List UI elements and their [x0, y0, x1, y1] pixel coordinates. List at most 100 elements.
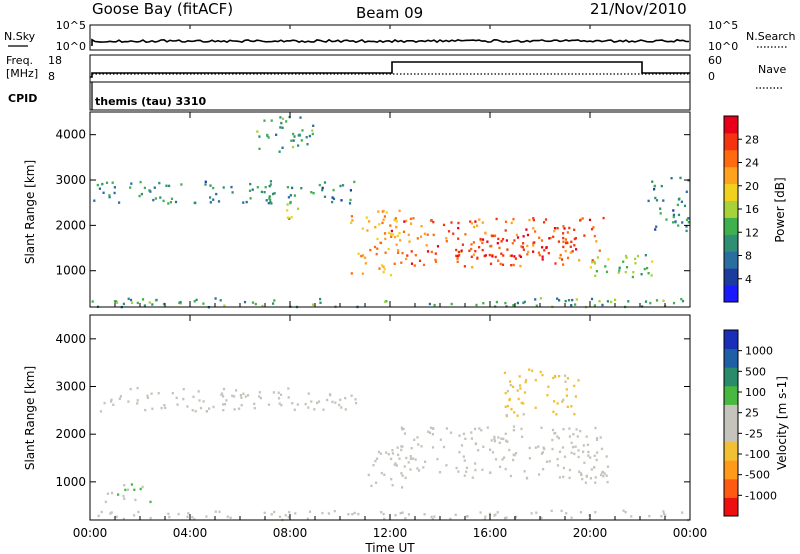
echo-cell-pow-0	[558, 299, 561, 302]
echo-cell-vel-3	[576, 435, 579, 438]
echo-cell-vel-2	[124, 488, 127, 492]
echo-cell-pow-5	[400, 261, 403, 264]
echo-cell-vel-0	[187, 512, 190, 515]
echo-cell-vel-3	[490, 439, 493, 442]
echo-cell-pow-3	[281, 117, 285, 120]
echo-cell-vel-3	[471, 476, 474, 479]
echo-cell-pow-0	[662, 299, 665, 302]
echo-cell-vel-1	[205, 410, 208, 413]
echo-cell-pow-1	[251, 188, 254, 191]
echo-cell-vel-3	[477, 449, 480, 452]
echo-cell-vel-0	[401, 511, 404, 514]
echo-cell-vel-3	[501, 458, 504, 461]
echo-cell-vel-0	[97, 514, 100, 518]
echo-cell-vel-0	[109, 512, 112, 515]
echo-cell-vel-3	[570, 451, 573, 454]
echo-cell-vel-1	[186, 405, 189, 408]
echo-cell-pow-3	[281, 126, 284, 129]
echo-cell-pow-0	[606, 300, 609, 303]
echo-cell-vel-3	[600, 447, 604, 451]
echo-cell-pow-1	[148, 189, 151, 192]
echo-cell-pow-1	[152, 198, 155, 202]
echo-cell-pow-8	[672, 209, 675, 212]
echo-cell-vel-6	[573, 413, 576, 416]
echo-cell-vel-1	[242, 392, 245, 395]
echo-cell-vel-1	[247, 394, 250, 397]
echo-cell-pow-5	[484, 232, 487, 235]
echo-cell-vel-0	[394, 514, 397, 517]
time-tick-label: 12:00	[373, 526, 408, 540]
echo-cell-pow-1	[312, 192, 315, 195]
echo-cell-pow-5	[591, 259, 594, 262]
echo-cell-pow-1	[286, 186, 289, 189]
echo-cell-vel-3	[491, 451, 495, 454]
echo-cell-vel-1	[310, 400, 313, 403]
echo-cell-pow-5	[407, 233, 410, 236]
echo-cell-pow-5	[541, 258, 544, 261]
echo-cell-vel-3	[541, 451, 544, 454]
echo-cell-pow-5	[522, 248, 525, 251]
colorbar-cell	[724, 251, 738, 269]
echo-cell-pow-0	[522, 301, 525, 305]
echo-cell-vel-1	[322, 408, 325, 411]
echo-cell-pow-0	[564, 299, 567, 303]
echo-cell-vel-3	[416, 436, 419, 439]
echo-cell-pow-3	[297, 144, 300, 147]
echo-cell-vel-6	[564, 374, 567, 377]
echo-cell-pow-0	[193, 300, 196, 303]
echo-cell-pow-0	[141, 298, 145, 301]
echo-cell-pow-2	[286, 203, 289, 206]
cpid-text: themis (tau) 3310	[95, 95, 207, 108]
echo-cell-vel-3	[554, 431, 557, 435]
echo-cell-pow-1	[139, 180, 142, 184]
echo-cell-pow-7	[636, 254, 640, 258]
echo-cell-vel-4	[390, 478, 393, 481]
echo-cell-pow-5	[457, 250, 460, 254]
echo-cell-pow-5	[460, 249, 463, 252]
echo-cell-pow-5	[581, 217, 584, 220]
echo-cell-pow-5	[500, 240, 503, 243]
echo-cell-pow-8	[679, 176, 682, 180]
echo-cell-pow-1	[291, 186, 294, 190]
echo-cell-pow-8	[653, 184, 657, 188]
power-echoes	[91, 115, 690, 309]
echo-cell-vel-3	[573, 452, 576, 456]
echo-cell-vel-0	[479, 511, 482, 514]
echo-cell-vel-3	[534, 446, 537, 449]
echo-cell-pow-0	[261, 304, 264, 308]
echo-cell-pow-5	[393, 262, 396, 265]
echo-cell-pow-1	[245, 200, 248, 204]
echo-cell-vel-3	[557, 437, 560, 440]
echo-cell-pow-5	[569, 251, 572, 254]
echo-cell-pow-8	[662, 199, 665, 202]
echo-cell-pow-5	[457, 237, 460, 240]
echo-cell-pow-4	[384, 237, 387, 241]
echo-cell-vel-3	[463, 459, 466, 462]
echo-cell-pow-5	[418, 259, 422, 262]
echo-cell-vel-1	[110, 398, 113, 401]
echo-cell-vel-5	[580, 473, 583, 476]
echo-cell-pow-5	[413, 264, 416, 267]
echo-cell-vel-1	[344, 396, 347, 400]
echo-cell-pow-4	[389, 273, 393, 277]
echo-cell-pow-5	[457, 221, 460, 225]
echo-cell-vel-0	[278, 515, 282, 518]
echo-cell-pow-0	[644, 300, 648, 303]
echo-cell-pow-5	[470, 222, 474, 225]
echo-cell-pow-0	[122, 302, 125, 306]
echo-cell-vel-4	[383, 473, 386, 476]
echo-cell-pow-8	[680, 200, 683, 203]
echo-cell-vel-0	[115, 515, 118, 518]
echo-cell-pow-5	[434, 260, 438, 263]
echo-cell-vel-6	[565, 394, 568, 397]
echo-cell-pow-6	[565, 241, 568, 245]
echo-cell-pow-6	[541, 246, 544, 249]
echo-cell-pow-1	[129, 186, 132, 189]
echo-cell-vel-3	[586, 443, 589, 447]
echo-cell-pow-5	[470, 255, 473, 258]
echo-cell-vel-1	[202, 400, 205, 403]
echo-cell-pow-5	[522, 242, 525, 245]
power-y-label: Slant Range [km]	[23, 160, 37, 264]
echo-cell-vel-3	[599, 473, 603, 477]
echo-cell-pow-1	[180, 183, 183, 186]
